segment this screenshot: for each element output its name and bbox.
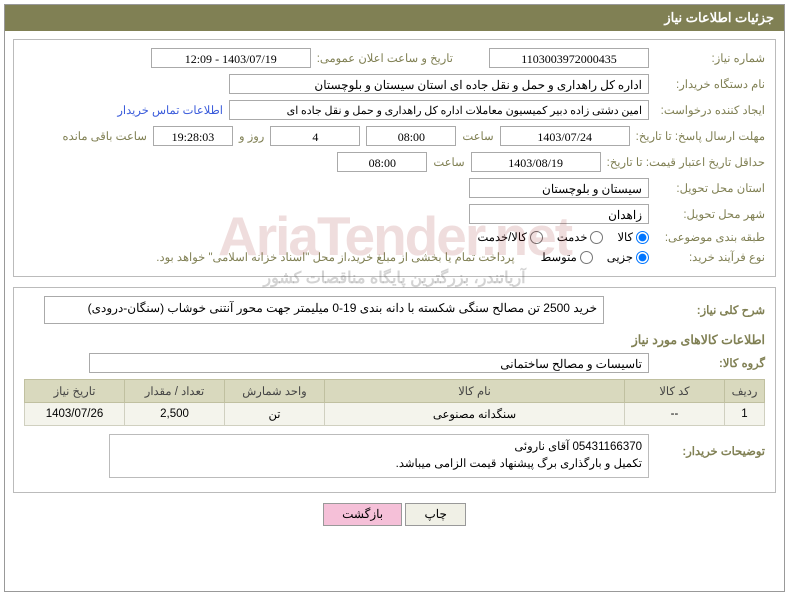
deadline-label: مهلت ارسال پاسخ: تا تاریخ: — [636, 129, 765, 143]
group-label: گروه کالا: — [655, 356, 765, 370]
main-container: جزئیات اطلاعات نیاز شماره نیاز: 11030039… — [4, 4, 785, 592]
radio-medium[interactable]: متوسط — [541, 250, 593, 264]
print-button[interactable]: چاپ — [405, 503, 465, 526]
time-label-1: ساعت — [462, 129, 493, 143]
validity-date: 1403/08/19 — [471, 152, 601, 172]
items-table: ردیف کد کالا نام کالا واحد شمارش تعداد /… — [24, 379, 765, 426]
panel-title: جزئیات اطلاعات نیاز — [664, 10, 774, 25]
td-unit: تن — [225, 403, 325, 426]
validity-time: 08:00 — [337, 152, 427, 172]
items-section-title: اطلاعات کالاهای مورد نیاز — [24, 332, 765, 347]
announce-date-label: تاریخ و ساعت اعلان عمومی: — [317, 51, 453, 65]
need-number-value: 1103003972000435 — [489, 48, 649, 68]
remain-time: 19:28:03 — [153, 126, 233, 146]
buyer-contact-link[interactable]: اطلاعات تماس خریدار — [117, 103, 223, 117]
td-date: 1403/07/26 — [25, 403, 125, 426]
radio-small[interactable]: جزیی — [607, 250, 649, 264]
remain-label: ساعت باقی مانده — [63, 129, 147, 143]
buyer-desc-box: 05431166370 آقای ناروئی تکمیل و بارگذاری… — [109, 434, 649, 478]
province-value: سیستان و بلوچستان — [469, 178, 649, 198]
category-label: طبقه بندی موضوعی: — [655, 230, 765, 244]
td-row: 1 — [725, 403, 765, 426]
table-row: 1 -- سنگدانه مصنوعی تن 2,500 1403/07/26 — [25, 403, 765, 426]
group-value: تاسیسات و مصالح ساختمانی — [89, 353, 649, 373]
payment-note: پرداخت تمام یا بخشی از مبلغ خرید،از محل … — [156, 250, 514, 264]
buyer-label: نام دستگاه خریدار: — [655, 77, 765, 91]
time-label-2: ساعت — [433, 155, 464, 169]
buyer-desc-line1: 05431166370 آقای ناروئی — [116, 439, 642, 456]
th-date: تاریخ نیاز — [25, 380, 125, 403]
back-button[interactable]: بازگشت — [323, 503, 402, 526]
deadline-time: 08:00 — [366, 126, 456, 146]
th-row: ردیف — [725, 380, 765, 403]
detail-fieldset: شرح کلی نیاز: خرید 2500 تن مصالح سنگی شک… — [13, 287, 776, 493]
th-unit: واحد شمارش — [225, 380, 325, 403]
radio-both[interactable]: کالا/خدمت — [478, 230, 543, 244]
province-label: استان محل تحویل: — [655, 181, 765, 195]
td-qty: 2,500 — [125, 403, 225, 426]
city-label: شهر محل تحویل: — [655, 207, 765, 221]
panel-header: جزئیات اطلاعات نیاز — [5, 5, 784, 31]
td-code: -- — [625, 403, 725, 426]
city-value: زاهدان — [469, 204, 649, 224]
need-desc-text: خرید 2500 تن مصالح سنگی شکسته با دانه بن… — [44, 296, 604, 324]
announce-date-value: 1403/07/19 - 12:09 — [151, 48, 311, 68]
creator-value: امین دشتی زاده دبیر کمیسیون معاملات ادار… — [229, 100, 649, 120]
buyer-value: اداره کل راهداری و حمل و نقل جاده ای است… — [229, 74, 649, 94]
button-row: چاپ بازگشت — [13, 503, 776, 526]
radio-khadmat[interactable]: خدمت — [557, 230, 604, 244]
need-number-label: شماره نیاز: — [655, 51, 765, 65]
buyer-desc-label: توضیحات خریدار: — [655, 434, 765, 458]
radio-kala[interactable]: کالا — [617, 230, 649, 244]
need-desc-label: شرح کلی نیاز: — [655, 303, 765, 317]
th-name: نام کالا — [325, 380, 625, 403]
th-code: کد کالا — [625, 380, 725, 403]
days-count: 4 — [270, 126, 360, 146]
validity-label: حداقل تاریخ اعتبار قیمت: تا تاریخ: — [607, 155, 765, 169]
th-qty: تعداد / مقدار — [125, 380, 225, 403]
days-and: روز و — [239, 129, 264, 143]
info-fieldset: شماره نیاز: 1103003972000435 تاریخ و ساع… — [13, 39, 776, 277]
deadline-date: 1403/07/24 — [500, 126, 630, 146]
creator-label: ایجاد کننده درخواست: — [655, 103, 765, 117]
td-name: سنگدانه مصنوعی — [325, 403, 625, 426]
buyer-desc-line2: تکمیل و بارگذاری برگ پیشنهاد قیمت الزامی… — [116, 456, 642, 473]
process-label: نوع فرآیند خرید: — [655, 250, 765, 264]
